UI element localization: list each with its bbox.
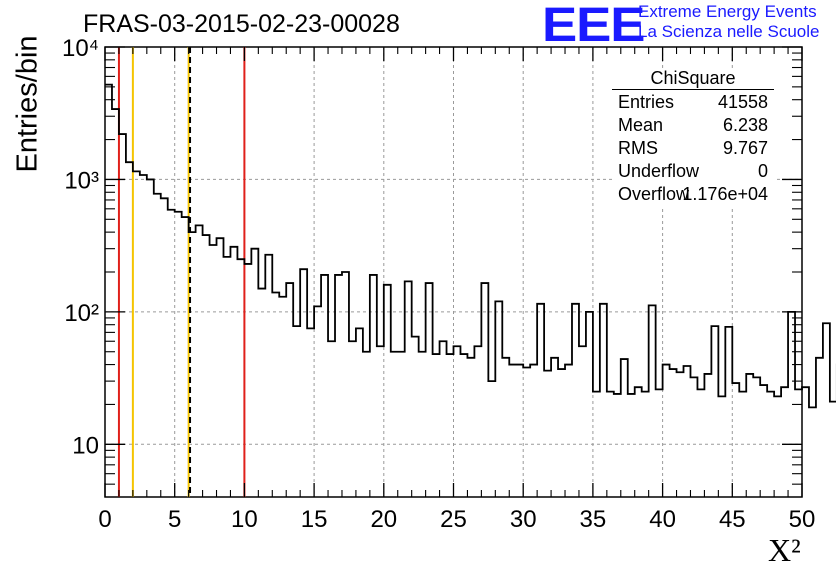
stats-label: Underflow bbox=[618, 161, 700, 181]
stats-label: Overflow bbox=[618, 184, 690, 204]
grid-lines bbox=[105, 47, 802, 497]
x-tick-label: 0 bbox=[98, 506, 111, 533]
stats-title: ChiSquare bbox=[612, 68, 774, 90]
x-tick-label: 45 bbox=[719, 506, 746, 533]
stats-row-rms: RMS 9.767 bbox=[612, 136, 774, 159]
y-axis-label: Entries/bin bbox=[11, 35, 44, 173]
x-tick-label: 5 bbox=[168, 506, 181, 533]
x-tick-label: 30 bbox=[510, 506, 537, 533]
stats-row-underflow: Underflow 0 bbox=[612, 159, 774, 182]
stats-value: 0 bbox=[757, 161, 768, 181]
eee-logo: EEE bbox=[542, 0, 645, 52]
stats-value: 9.767 bbox=[722, 138, 768, 158]
stats-box: ChiSquare Entries 41558 Mean 6.238 RMS 9… bbox=[612, 68, 774, 206]
histogram-line bbox=[105, 83, 836, 409]
y-tick-label: 10² bbox=[64, 300, 99, 327]
stats-row-entries: Entries 41558 bbox=[612, 90, 774, 113]
x-axis-label: X² bbox=[768, 532, 801, 568]
stats-label: RMS bbox=[618, 138, 658, 158]
chart-title: FRAS-03-2015-02-23-00028 bbox=[83, 10, 400, 38]
logo-text-line2: La Scienza nelle Scuole bbox=[638, 22, 820, 41]
y-tick-label: 10 bbox=[72, 432, 99, 459]
axis-ticks bbox=[104, 46, 803, 497]
x-tick-label: 35 bbox=[580, 506, 607, 533]
x-tick-label: 15 bbox=[301, 506, 328, 533]
tick-labels: 0 5 10 15 20 25 30 35 40 45 50 10 10² 10³ 10⁴ bbox=[62, 35, 815, 533]
stats-label: Entries bbox=[618, 92, 675, 112]
y-tick-label: 10⁴ bbox=[62, 35, 99, 62]
logo-text-line1: Extreme Energy Events bbox=[638, 2, 817, 21]
x-tick-label: 20 bbox=[370, 506, 397, 533]
y-tick-label: 10³ bbox=[64, 167, 99, 194]
x-tick-label: 25 bbox=[440, 506, 467, 533]
stats-row-mean: Mean 6.238 bbox=[612, 113, 774, 136]
stats-row-overflow: Overflow 1.176e+04 bbox=[612, 182, 774, 205]
stats-value: 41558 bbox=[717, 92, 768, 112]
reference-lines bbox=[117, 47, 246, 497]
x-tick-label: 50 bbox=[789, 506, 816, 533]
stats-value: 6.238 bbox=[722, 115, 768, 135]
x-tick-label: 40 bbox=[649, 506, 676, 533]
stats-value: 1.176e+04 bbox=[682, 184, 768, 204]
x-tick-label: 10 bbox=[231, 506, 258, 533]
stats-label: Mean bbox=[618, 115, 664, 135]
